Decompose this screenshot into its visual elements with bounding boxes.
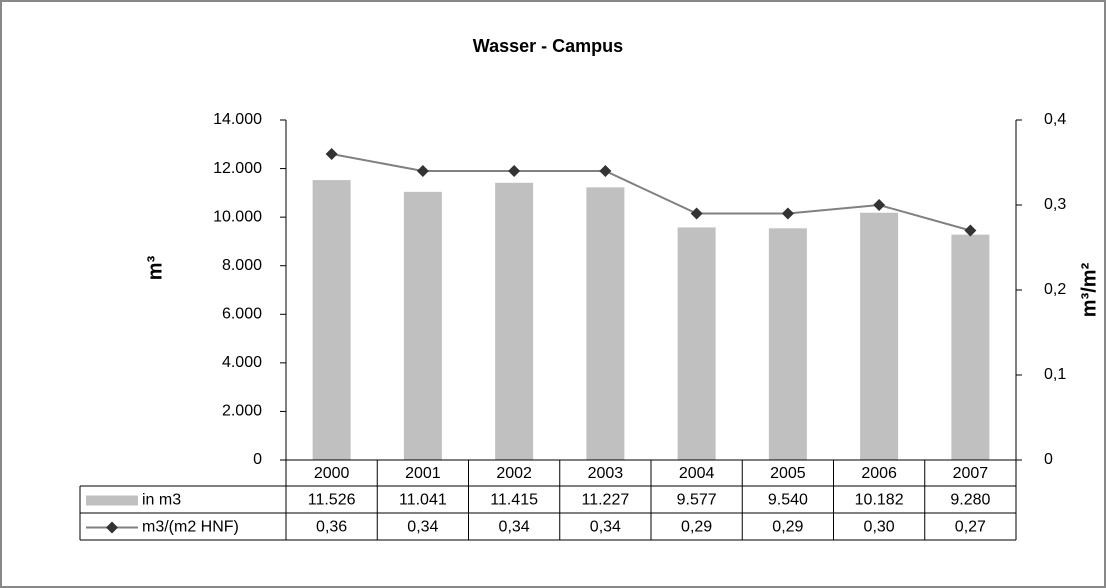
bar [677, 227, 716, 460]
line-marker [964, 224, 977, 237]
bar [403, 191, 442, 460]
y2-tick-label: 0,2 [1044, 281, 1066, 298]
line-marker [416, 165, 429, 177]
y2-tick-label: 0 [1044, 451, 1053, 468]
table-value: 0,27 [955, 519, 986, 536]
y-tick-label: 12.000 [213, 160, 262, 177]
table-value: 9.540 [768, 492, 808, 509]
table-value: 11.415 [490, 492, 538, 509]
line-marker [873, 199, 886, 211]
table-value: 0,30 [864, 519, 895, 536]
table-value: 0,36 [316, 519, 347, 536]
legend-label: in m3 [142, 492, 181, 509]
bar [495, 182, 534, 460]
x-tick-label: 2000 [314, 465, 350, 482]
x-tick-label: 2002 [496, 465, 532, 482]
y2-tick-label: 0,3 [1044, 196, 1066, 213]
x-tick-label: 2007 [953, 465, 989, 482]
legend-label: m3/(m2 HNF) [142, 519, 239, 536]
line-marker [325, 148, 338, 160]
y-tick-label: 10.000 [213, 208, 262, 225]
y2-axis-label: m³/m² [1078, 262, 1100, 317]
x-tick-label: 2003 [588, 465, 624, 482]
bar [860, 212, 899, 460]
bar [768, 228, 807, 460]
table-value: 9.577 [677, 492, 717, 509]
table-value: 11.526 [308, 492, 356, 509]
y-axis-label: m³ [144, 255, 166, 280]
y-tick-label: 6.000 [222, 306, 262, 323]
table-value: 0,29 [681, 519, 712, 536]
line [331, 153, 971, 232]
table-value: 10.182 [855, 492, 904, 509]
y-tick-label: 2.000 [222, 403, 262, 420]
table-value: 0,34 [590, 519, 621, 536]
legend-swatch [86, 495, 138, 506]
line-marker [690, 207, 703, 220]
x-tick-label: 2001 [405, 465, 441, 482]
line-marker [508, 165, 521, 177]
line-marker [781, 207, 794, 220]
chart-title: Wasser - Campus [473, 36, 623, 56]
table-value: 0,34 [499, 519, 530, 536]
x-tick-label: 2005 [770, 465, 806, 482]
line-marker [599, 165, 612, 177]
y-tick-label: 0 [253, 451, 262, 468]
table-value: 11.041 [399, 492, 447, 509]
table-value: 11.227 [582, 492, 630, 509]
x-tick-label: 2006 [861, 465, 897, 482]
y2-tick-label: 0,4 [1044, 111, 1066, 128]
y-tick-label: 8.000 [222, 257, 262, 274]
table-value: 0,34 [407, 519, 438, 536]
y-tick-label: 4.000 [222, 354, 262, 371]
y-tick-label: 14.000 [213, 111, 262, 128]
bar [312, 180, 351, 460]
bar [951, 234, 990, 460]
legend-marker [106, 521, 118, 534]
y2-tick-label: 0,1 [1044, 366, 1066, 383]
table-value: 9.280 [950, 492, 990, 509]
x-tick-label: 2004 [679, 465, 715, 482]
table-value: 0,29 [772, 519, 803, 536]
bar [586, 187, 625, 460]
